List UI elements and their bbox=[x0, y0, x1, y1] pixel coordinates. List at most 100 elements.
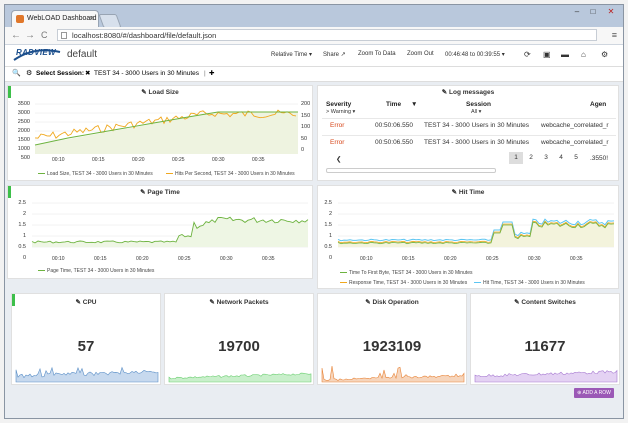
legend-hit-time: Hit Time, TEST 34 - 3000 Users in 30 Min… bbox=[474, 280, 585, 286]
content-switches-title-text: Content Switches bbox=[521, 299, 576, 306]
x-axis-tick: 00:20 bbox=[132, 157, 145, 163]
maximize-icon[interactable]: □ bbox=[590, 7, 596, 16]
hit-time-title-text: Hit Time bbox=[458, 189, 485, 196]
page-2[interactable]: 2 bbox=[529, 154, 533, 161]
log-messages-panel: ✎ Log messages Severity Time ▼ Session A… bbox=[317, 85, 619, 181]
x-axis-tick: 00:15 bbox=[92, 157, 105, 163]
new-tab-button[interactable] bbox=[98, 14, 122, 28]
page-1[interactable]: 1 bbox=[509, 152, 523, 164]
x-axis-tick: 00:30 bbox=[220, 256, 233, 262]
app-header: RADVIEW default Relative Time ▾ Share ↗ … bbox=[5, 45, 623, 67]
x-axis-tick: 00:35 bbox=[570, 256, 583, 262]
legend-load-size: Load Size, TEST 34 - 3000 Users in 30 Mi… bbox=[38, 171, 153, 177]
severity-filter[interactable]: > Warning ▾ bbox=[326, 109, 356, 115]
y-axis-tick: 1.5 bbox=[18, 222, 26, 228]
response-time-line bbox=[337, 220, 615, 244]
x-axis-tick: 00:10 bbox=[52, 256, 65, 262]
x-axis-tick: 00:15 bbox=[402, 256, 415, 262]
y-axis-tick: 1.5 bbox=[324, 222, 332, 228]
zoom-to-data-button[interactable]: Zoom To Data bbox=[358, 51, 396, 57]
time-range-button[interactable]: 00:46:48 to 00:39:55 ▾ bbox=[445, 52, 505, 58]
horizontal-scrollbar[interactable] bbox=[326, 168, 496, 173]
y-axis-tick-right: 50 bbox=[301, 135, 308, 142]
page-icon bbox=[61, 32, 67, 39]
add-session-icon[interactable]: ✚ bbox=[209, 70, 215, 77]
browser-tab[interactable]: WebLOAD Dashboard - d × bbox=[11, 10, 99, 38]
relative-time-button[interactable]: Relative Time ▾ bbox=[271, 52, 313, 58]
x-axis-tick: 00:35 bbox=[262, 256, 275, 262]
browser-menu-icon[interactable]: ≡ bbox=[611, 30, 617, 40]
legend-swatch bbox=[474, 281, 481, 284]
home-icon[interactable]: ⌂ bbox=[581, 50, 586, 59]
hit-time-line bbox=[337, 218, 615, 242]
legend-label: Hits Per Second, TEST 34 - 3000 Users in… bbox=[175, 171, 295, 177]
save-icon[interactable]: ▣ bbox=[543, 50, 551, 59]
browser-titlebar: WebLOAD Dashboard - d × – □ ✕ bbox=[5, 5, 623, 38]
load-size-panel: ✎ Load Size 3500 3000 2500 2000 1500 1000 500 2… bbox=[7, 85, 313, 181]
add-row-button[interactable]: ⊕ ADD A ROW bbox=[574, 388, 614, 398]
y-axis-tick: 1 bbox=[22, 233, 26, 239]
prev-page-icon[interactable]: ❮ bbox=[336, 156, 342, 163]
zoom-out-button[interactable]: Zoom Out bbox=[407, 51, 434, 57]
folder-icon[interactable]: ▬ bbox=[561, 50, 569, 59]
minimize-icon[interactable]: – bbox=[574, 7, 580, 16]
session-value: TEST 34 - 3000 Users in 30 Minutes bbox=[94, 70, 200, 77]
page-time-title-text: Page Time bbox=[147, 189, 180, 196]
log-messages-title-text: Log messages bbox=[449, 89, 495, 96]
legend-page-time: Page Time, TEST 34 - 3000 Users in 30 Mi… bbox=[38, 268, 154, 274]
x-axis-tick: 00:15 bbox=[94, 256, 107, 262]
page-5[interactable]: 5 bbox=[574, 154, 578, 161]
page-3[interactable]: 3 bbox=[544, 154, 548, 161]
x-axis-tick: 00:30 bbox=[212, 157, 225, 163]
log-row[interactable]: Error 00:50:06.550 TEST 34 - 3000 Users … bbox=[322, 135, 616, 150]
tab-close-icon[interactable]: × bbox=[89, 14, 94, 23]
session-bar: 🔍 ⚙ Select Session: ✖ TEST 34 - 3000 Use… bbox=[5, 67, 623, 82]
col-agent[interactable]: Agen bbox=[590, 101, 607, 108]
session-gear-icon[interactable]: ⚙ bbox=[26, 70, 33, 77]
y-axis-tick: 2.5 bbox=[324, 200, 332, 206]
y-axis-tick: 2500 bbox=[17, 119, 30, 125]
load-size-title: ✎ Load Size bbox=[141, 89, 179, 96]
remove-session-icon[interactable]: ✖ bbox=[85, 70, 91, 77]
hit-time-chart bbox=[337, 202, 615, 248]
panel-status-bar bbox=[8, 186, 11, 198]
x-axis-tick: 00:20 bbox=[444, 256, 457, 262]
legend-swatch bbox=[166, 172, 173, 175]
share-button[interactable]: Share ↗ bbox=[323, 52, 346, 58]
y-axis-tick-right: 100 bbox=[301, 124, 311, 130]
disk-operation-title: ✎ Disk Operation bbox=[365, 299, 419, 306]
refresh-icon[interactable]: ⟳ bbox=[524, 50, 531, 59]
network-sparkline bbox=[168, 372, 312, 383]
window-close-icon[interactable]: ✕ bbox=[607, 7, 615, 16]
col-severity[interactable]: Severity bbox=[326, 101, 352, 108]
disk-operation-panel: ✎ Disk Operation 1923109 bbox=[317, 293, 467, 385]
legend-ttfb: Time To First Byte, TEST 34 - 3000 Users… bbox=[340, 270, 472, 276]
col-session[interactable]: Session bbox=[466, 101, 491, 108]
session-filter[interactable]: All ▾ bbox=[471, 109, 482, 115]
legend-label: Response Time, TEST 34 - 3000 Users in 3… bbox=[349, 280, 468, 286]
content-switches-panel: ✎ Content Switches 11677 bbox=[470, 293, 620, 385]
log-row[interactable]: Error 00:50:06.550 TEST 34 - 3000 Users … bbox=[322, 118, 616, 133]
reload-icon[interactable]: C bbox=[41, 30, 48, 40]
back-icon[interactable]: ← bbox=[11, 30, 21, 41]
forward-icon[interactable]: → bbox=[25, 30, 35, 41]
address-bar-row: ← → C localhost:8080/#/dashboard/file/de… bbox=[5, 27, 623, 45]
log-agent: webcache_correlated_r bbox=[541, 122, 609, 129]
page-time-title: ✎ Page Time bbox=[140, 189, 180, 196]
disk-operation-value: 1923109 bbox=[362, 338, 422, 355]
search-icon[interactable]: 🔍 bbox=[12, 70, 21, 77]
x-axis-tick: 00:25 bbox=[178, 256, 191, 262]
page-4[interactable]: 4 bbox=[559, 154, 563, 161]
url-input[interactable]: localhost:8080/#/dashboard/file/default.… bbox=[57, 29, 597, 41]
legend-swatch bbox=[38, 269, 45, 272]
col-time[interactable]: Time bbox=[386, 101, 402, 108]
sort-down-icon[interactable]: ▼ bbox=[411, 101, 418, 108]
favicon-icon bbox=[16, 15, 24, 23]
disk-sparkline bbox=[321, 365, 465, 383]
cpu-panel: ✎ CPU 57 bbox=[11, 293, 161, 385]
y-axis-tick: 1000 bbox=[17, 146, 30, 152]
x-axis-tick: 00:10 bbox=[360, 256, 373, 262]
page-next[interactable]: .3550! bbox=[590, 155, 609, 162]
gear-icon[interactable]: ⚙ bbox=[601, 50, 609, 59]
panel-status-bar bbox=[8, 86, 11, 98]
